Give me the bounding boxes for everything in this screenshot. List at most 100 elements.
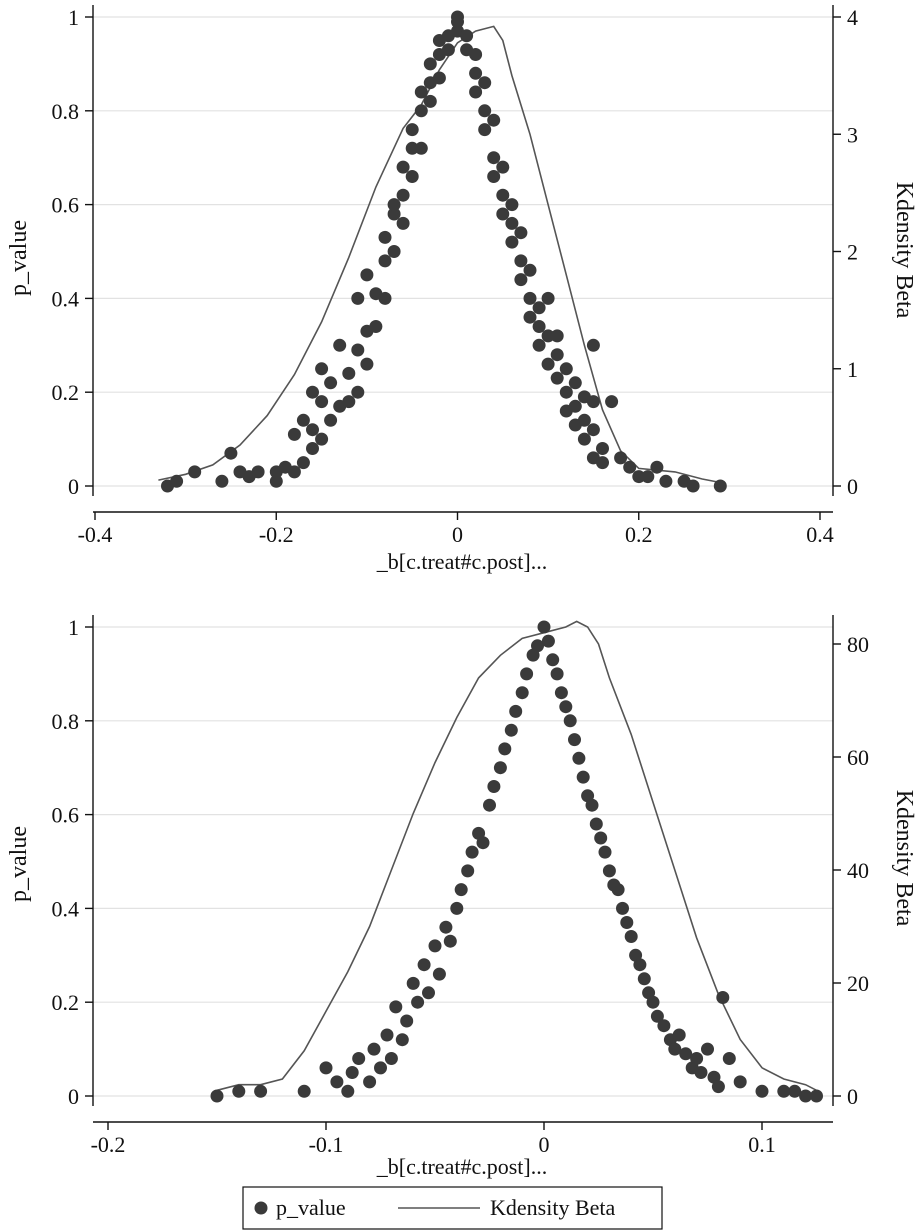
gridlines — [93, 626, 833, 1097]
p-value-point — [711, 1080, 725, 1094]
p-value-point — [215, 474, 229, 488]
p-value-point — [363, 1075, 377, 1089]
p-value-point — [478, 76, 492, 90]
legend-marker-p-value — [254, 1201, 268, 1215]
p-value-point — [483, 798, 496, 812]
p-value-point — [341, 1084, 355, 1098]
p-value-point — [461, 864, 475, 878]
p-value-point — [188, 465, 202, 479]
p-value-point — [296, 413, 310, 427]
p-value-point — [432, 71, 446, 85]
legend-label-kdensity: Kdensity Beta — [490, 1195, 615, 1220]
p-value-point — [469, 85, 483, 99]
p-value-point — [478, 123, 492, 137]
p-value-point — [306, 442, 319, 455]
p-value-point — [405, 141, 419, 155]
y-tick-label: 0.2 — [52, 380, 80, 405]
p-value-point — [460, 29, 474, 43]
p-value-point — [605, 395, 619, 409]
p-value-point — [586, 395, 600, 409]
p-value-point — [351, 291, 365, 305]
p-value-point — [487, 113, 501, 127]
p-value-point — [315, 432, 329, 446]
p-value-point — [537, 620, 551, 634]
x-tick-label: -0.4 — [78, 522, 113, 547]
p-value-point — [432, 967, 446, 981]
p-value-point — [333, 338, 347, 352]
p-value-point — [478, 104, 492, 118]
p-value-point — [550, 329, 564, 343]
p-value-point — [342, 366, 356, 380]
p-value-point — [672, 1028, 686, 1042]
p-value-point — [777, 1084, 791, 1098]
y-tick-label: 0.8 — [52, 99, 80, 124]
p-value-point — [369, 320, 383, 333]
y2-tick-label: 2 — [847, 240, 858, 265]
y2-tick-label: 80 — [847, 632, 869, 657]
p-value-point — [387, 207, 401, 221]
x-axis-label: _b[c.treat#c.post]... — [376, 549, 547, 574]
axes: 0 0.2 0.4 0.6 0.8 1 0 20 40 60 80 -0.2 -0.1 0 0.1 — [52, 615, 869, 1157]
p-value-point — [405, 170, 419, 183]
x-axis-label: _b[c.treat#c.post]... — [376, 1154, 547, 1179]
p-value-point — [315, 395, 329, 409]
p-value-point — [810, 1089, 823, 1103]
y-tick-label: 1 — [68, 5, 79, 30]
p-value-point — [469, 48, 483, 61]
y2-tick-label: 3 — [847, 122, 858, 147]
gridlines — [93, 16, 833, 487]
p-value-point — [251, 465, 265, 479]
kdensity-line — [158, 25, 721, 484]
p-value-point — [454, 883, 468, 897]
x-tick-label: 0.4 — [806, 522, 834, 547]
p-value-point — [224, 446, 238, 460]
y-tick-label: 0 — [68, 474, 79, 499]
p-value-point — [441, 43, 455, 57]
p-value-point — [380, 1028, 394, 1042]
y-tick-label: 0.6 — [52, 803, 80, 828]
kdensity-path — [158, 25, 721, 484]
p-value-point — [330, 1075, 344, 1089]
p-value-point — [563, 714, 577, 728]
p-value-point — [351, 385, 365, 399]
p-value-point — [254, 1084, 268, 1098]
p-value-point — [586, 423, 600, 437]
p-value-point — [504, 723, 518, 737]
p-value-point — [396, 216, 410, 230]
y-tick-label: 0.2 — [52, 990, 80, 1015]
p-value-point — [620, 916, 634, 929]
y-axis-label: p_value — [6, 826, 32, 902]
p-value-point — [414, 104, 428, 118]
p-value-point — [411, 995, 425, 1009]
p-value-point — [515, 686, 529, 700]
p-value-point — [679, 1047, 693, 1061]
p-value-point — [650, 460, 664, 474]
p-value-point — [589, 817, 603, 831]
p-value-point — [722, 1052, 736, 1065]
p-value-point — [509, 704, 523, 718]
p-value-point — [406, 976, 420, 990]
p-value-point — [690, 1052, 704, 1065]
p-value-point — [319, 1061, 333, 1075]
x-tick-label: 0.1 — [748, 1132, 776, 1157]
p-value-point — [297, 1084, 311, 1098]
p-value-point — [396, 160, 410, 174]
p-value-point — [532, 301, 546, 315]
p-value-point — [342, 395, 356, 409]
p-value-point — [514, 254, 528, 268]
p-value-point — [170, 474, 184, 488]
p-value-point — [623, 460, 637, 474]
p-value-point — [637, 972, 651, 986]
p-value-point — [287, 427, 301, 441]
p-value-point — [469, 66, 483, 80]
p-value-points — [210, 620, 823, 1103]
p-value-point — [568, 399, 582, 413]
p-value-point — [476, 836, 490, 850]
p-value-point — [520, 667, 534, 681]
p-value-point — [405, 123, 419, 137]
p-value-point — [559, 385, 573, 399]
axes: 0 0.2 0.4 0.6 0.8 1 0 1 2 3 4 -0.4 -0.2 0 0.2 0.4 — [52, 5, 858, 547]
y2-tick-label: 0 — [847, 1084, 858, 1109]
p-value-point — [559, 362, 573, 376]
p-value-point — [523, 263, 537, 277]
